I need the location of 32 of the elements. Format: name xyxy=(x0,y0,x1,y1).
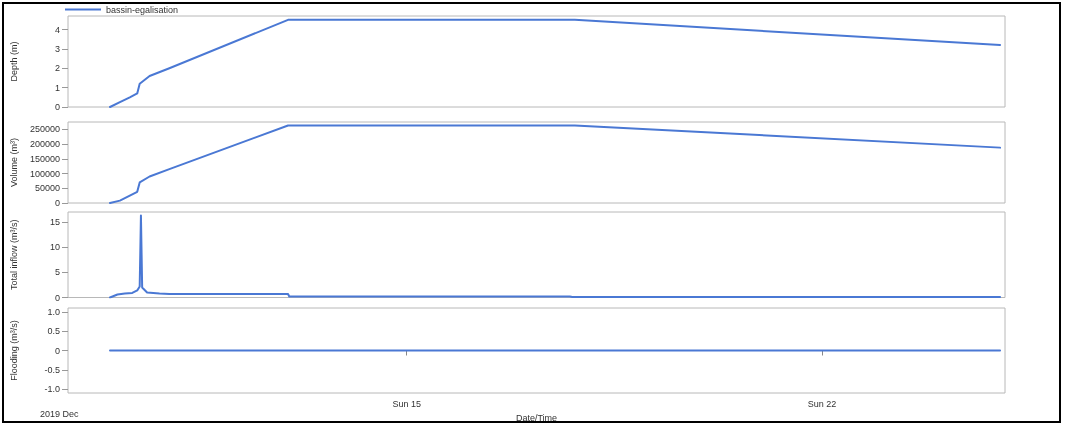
y-tick-label: 0.5 xyxy=(47,326,60,337)
y-tick-label: 150000 xyxy=(29,153,60,164)
y-tick-label: 0 xyxy=(54,292,60,303)
y-tick-label: 0 xyxy=(54,102,60,112)
y-axis-title: Total inflow (m³/s) xyxy=(8,219,19,291)
y-tick-label: 4 xyxy=(54,24,60,35)
x-tick-label: Sun 22 xyxy=(807,398,837,409)
y-tick-label: 0 xyxy=(54,345,60,356)
y-axis-title: Flooding (m³/s) xyxy=(8,320,19,381)
y-tick-label: 50000 xyxy=(34,183,60,194)
y-tick-label: 3 xyxy=(54,43,60,54)
y-axis-title: Volume (m³) xyxy=(8,137,19,188)
y-tick-label: 15 xyxy=(49,217,60,228)
line-series xyxy=(109,214,1002,299)
y-tick-label: 100000 xyxy=(29,168,60,179)
line-series xyxy=(109,18,1002,108)
y-tick-label: 1.0 xyxy=(47,306,60,317)
line-series xyxy=(109,124,1002,204)
y-tick-label: -1.0 xyxy=(44,384,60,395)
legend-label: bassin-egalisation xyxy=(106,4,179,15)
x-tick-label: Sun 15 xyxy=(392,398,421,409)
y-axis-title: Depth (m) xyxy=(8,41,19,82)
y-tick-label: 250000 xyxy=(29,124,60,135)
y-tick-label: 5 xyxy=(54,267,60,278)
y-tick-label: 2 xyxy=(54,63,60,74)
y-tick-label: 200000 xyxy=(29,139,60,150)
text: 2019 Dec xyxy=(40,408,80,419)
y-tick-label: -0.5 xyxy=(44,364,60,375)
x-axis-title: Date/Time xyxy=(515,412,558,423)
y-tick-label: 10 xyxy=(49,242,60,253)
y-tick-label: 0 xyxy=(54,198,60,208)
y-tick-label: 1 xyxy=(54,82,60,93)
